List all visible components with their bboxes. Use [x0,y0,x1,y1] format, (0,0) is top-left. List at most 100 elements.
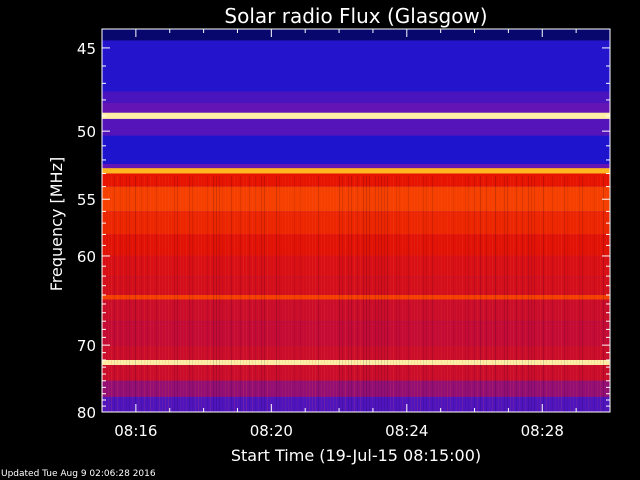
heatmap-texture [540,176,541,412]
heatmap-texture [126,176,127,412]
heatmap-texture [588,176,589,412]
heatmap-texture [219,176,220,412]
heatmap-texture [306,176,307,412]
heatmap-texture [402,176,403,412]
heatmap-texture [330,176,331,412]
heatmap-texture [213,176,214,412]
heatmap-texture [414,176,415,412]
heatmap-texture [345,176,346,412]
heatmap-texture [180,176,181,412]
heatmap-texture [507,176,508,412]
y-tick-label: 55 [77,191,96,209]
heatmap-texture [603,176,604,412]
heatmap-texture [309,176,310,412]
heatmap-texture [429,176,430,412]
heatmap-texture [501,176,502,412]
heatmap-texture [393,176,394,412]
heatmap-texture [291,176,292,412]
heatmap-texture [120,176,121,412]
heatmap-texture [270,176,271,412]
heatmap-texture [255,176,256,412]
heatmap-texture [384,176,385,412]
heatmap-band [102,164,610,169]
heatmap-texture [411,176,412,412]
heatmap-texture [150,176,151,412]
heatmap-texture [390,176,391,412]
heatmap-texture [183,176,184,412]
heatmap-texture [201,176,202,412]
heatmap-band [102,118,610,136]
heatmap-texture [504,176,505,412]
heatmap-area [102,29,610,412]
heatmap-texture [117,176,118,412]
heatmap-texture [162,176,163,412]
heatmap-texture [342,176,343,412]
heatmap-texture [333,176,334,412]
heatmap-texture [318,176,319,412]
axis-ticks: 45 50 55 60 70 80 08:16 08:20 08:24 08:28 [77,29,610,440]
heatmap-texture [279,176,280,412]
heatmap-texture [132,176,133,412]
heatmap-texture [273,176,274,412]
heatmap-texture [585,176,586,412]
updated-timestamp: Updated Tue Aug 9 02:06:28 2016 [1,469,156,479]
heatmap-texture [543,176,544,412]
heatmap-band [102,299,610,322]
heatmap-texture [372,176,373,412]
heatmap-texture [480,176,481,412]
heatmap-texture [489,176,490,412]
heatmap-texture [168,176,169,412]
heatmap-texture [123,176,124,412]
heatmap-band [102,359,610,365]
heatmap-texture [240,176,241,412]
heatmap-texture [564,176,565,412]
heatmap-texture [114,176,115,412]
heatmap-texture [477,176,478,412]
heatmap-texture [387,176,388,412]
heatmap-texture [441,176,442,412]
heatmap-texture [267,176,268,412]
heatmap-texture [138,176,139,412]
x-tick-label: 08:16 [114,422,157,440]
x-axis-label: Start Time (19-Jul-15 08:15:00) [231,446,481,465]
heatmap-band [102,345,610,360]
heatmap-texture [159,176,160,412]
heatmap-texture [144,176,145,412]
heatmap-texture [420,176,421,412]
heatmap-texture [222,176,223,412]
heatmap-band [102,294,610,300]
heatmap-texture [579,176,580,412]
x-tick-label: 08:20 [250,422,293,440]
heatmap-band [102,276,610,295]
heatmap-texture [516,176,517,412]
heatmap-band [102,112,610,119]
heatmap-band [102,103,610,113]
heatmap-texture [276,176,277,412]
heatmap-texture [519,176,520,412]
heatmap-texture [252,176,253,412]
heatmap-texture [285,176,286,412]
heatmap-texture [432,176,433,412]
heatmap-texture [381,176,382,412]
heatmap-texture [324,176,325,412]
heatmap-texture [498,176,499,412]
heatmap-texture [561,176,562,412]
heatmap-texture [558,176,559,412]
heatmap-texture [231,176,232,412]
heatmap-texture [312,176,313,412]
heatmap-texture [339,176,340,412]
y-tick-label: 70 [77,337,96,355]
heatmap-texture [207,176,208,412]
heatmap-texture [108,176,109,412]
heatmap-texture [567,176,568,412]
heatmap-texture [135,176,136,412]
heatmap-texture [513,176,514,412]
heatmap-texture [426,176,427,412]
heatmap-texture [438,176,439,412]
heatmap-texture [531,176,532,412]
heatmap-texture [600,176,601,412]
heatmap-texture [492,176,493,412]
plot-frame [101,28,611,413]
heatmap-texture [591,176,592,412]
heatmap-texture [357,176,358,412]
